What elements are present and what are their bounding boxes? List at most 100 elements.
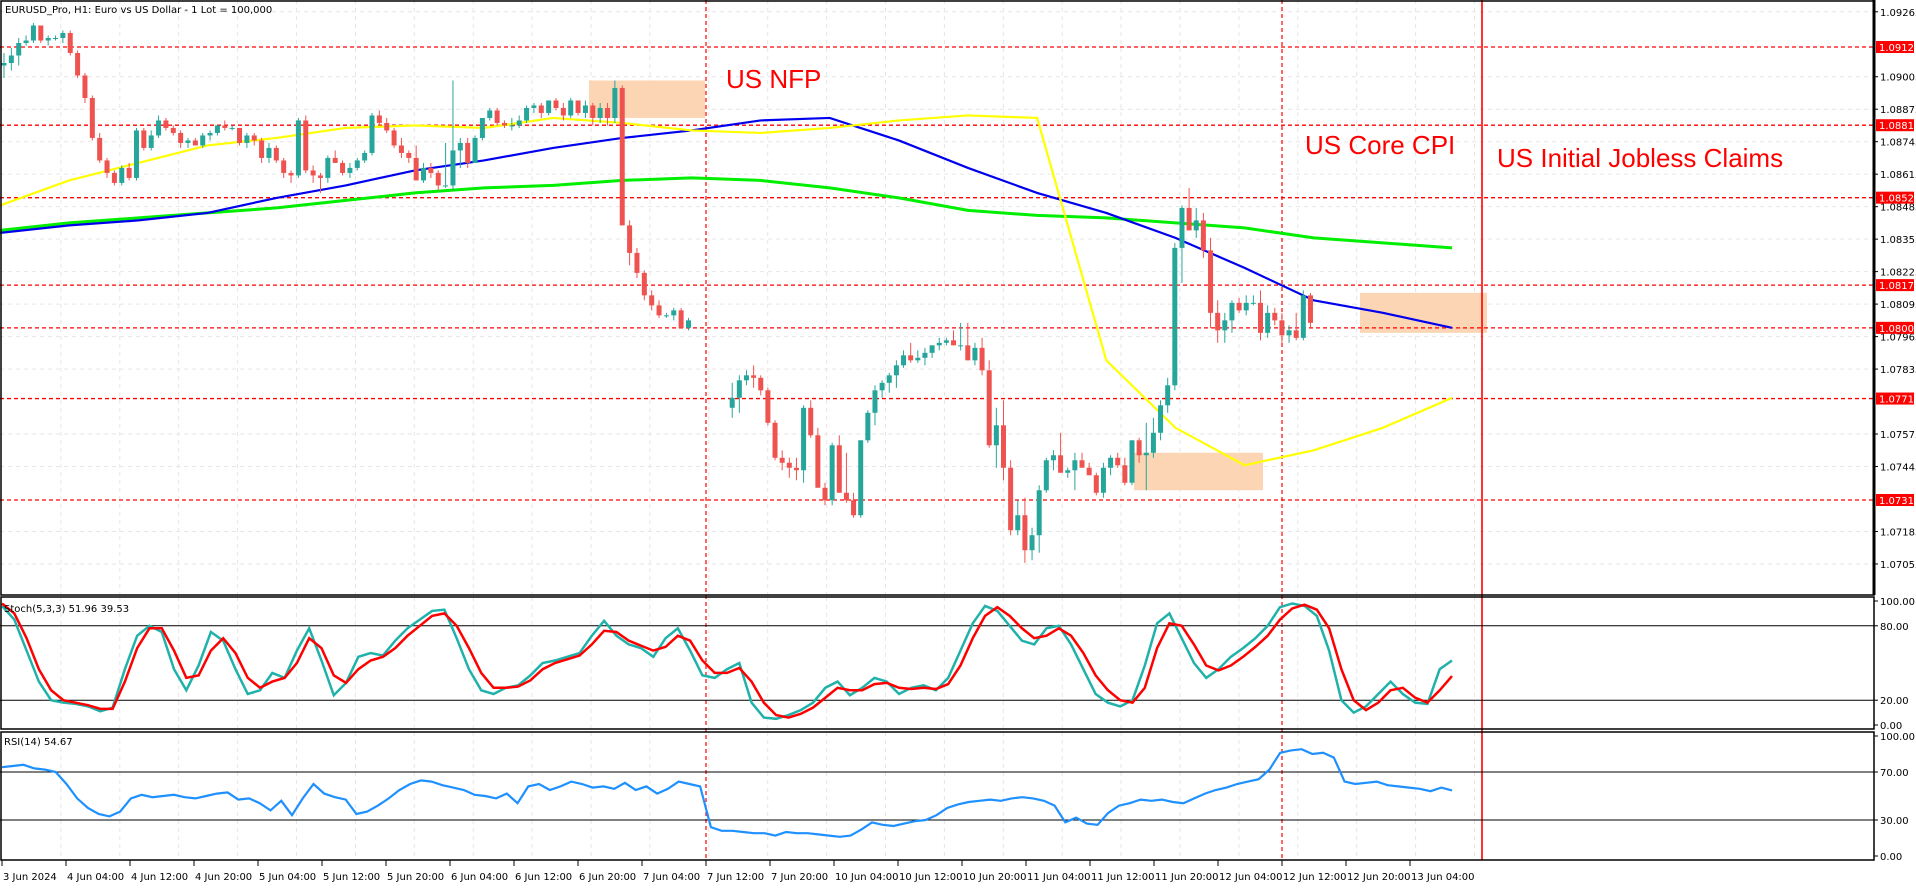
candle-bull bbox=[266, 147, 272, 158]
candle-bear bbox=[465, 142, 471, 163]
candle-bull bbox=[45, 38, 51, 41]
candle-bull bbox=[1065, 470, 1071, 473]
candle-bull bbox=[993, 425, 999, 446]
price-tick-label: 1.07835 bbox=[1880, 365, 1916, 376]
candle-bear bbox=[1272, 312, 1278, 321]
stoch-signal-line bbox=[1, 602, 1453, 719]
candle-bear bbox=[237, 127, 243, 143]
candle-bull bbox=[1300, 295, 1306, 338]
candle-bull bbox=[354, 160, 360, 168]
candle-bull bbox=[972, 347, 978, 361]
candle-bull bbox=[362, 152, 368, 161]
price-tick-label: 1.07965 bbox=[1880, 333, 1916, 344]
candle-bull bbox=[1050, 455, 1056, 461]
candle-bull bbox=[685, 320, 691, 328]
candle-bear bbox=[538, 105, 544, 113]
candle-bull bbox=[1129, 440, 1135, 483]
price-tick-label: 1.07575 bbox=[1880, 430, 1916, 441]
candle-bear bbox=[126, 167, 132, 178]
candle-bear bbox=[1279, 320, 1285, 336]
zone-rect bbox=[1134, 452, 1263, 491]
candle-bear bbox=[1293, 330, 1299, 338]
level-price-label: 1.09124 bbox=[1879, 43, 1916, 54]
candle-bear bbox=[259, 140, 265, 158]
price-tick-label: 1.07185 bbox=[1880, 527, 1916, 538]
candle-bear bbox=[251, 135, 257, 141]
rsi-tick-label: 70.00 bbox=[1880, 768, 1909, 779]
candle-bear bbox=[951, 340, 957, 346]
candle-bear bbox=[619, 87, 625, 226]
candle-bear bbox=[310, 170, 316, 176]
time-tick-label: 6 Jun 04:00 bbox=[451, 872, 508, 883]
candle-bear bbox=[384, 122, 390, 131]
candle-bull bbox=[1072, 460, 1078, 471]
candle-bull bbox=[929, 345, 935, 353]
candle-bull bbox=[148, 135, 154, 148]
candle-bear bbox=[1086, 467, 1092, 476]
candle-bear bbox=[398, 145, 404, 153]
candle-bull bbox=[516, 120, 522, 126]
annotation-us-jobless-claims: US Initial Jobless Claims bbox=[1497, 143, 1783, 173]
candle-bull bbox=[936, 342, 942, 346]
level-price-badge bbox=[1876, 191, 1914, 204]
candle-bull bbox=[244, 135, 250, 143]
level-price-badge bbox=[1876, 493, 1914, 506]
price-tick-label: 1.08485 bbox=[1880, 203, 1916, 214]
candle-bear bbox=[170, 127, 176, 133]
candle-bull bbox=[347, 167, 353, 173]
candle-bull bbox=[325, 157, 331, 178]
level-price-badge bbox=[1876, 119, 1914, 132]
time-tick-label: 4 Jun 12:00 bbox=[131, 872, 188, 883]
candle-bull bbox=[1029, 535, 1035, 551]
candle-bull bbox=[1, 62, 7, 66]
stochastic-panel bbox=[0, 602, 1874, 721]
candle-bull bbox=[1250, 302, 1256, 304]
candle-bear bbox=[303, 120, 309, 171]
candle-bull bbox=[1036, 490, 1042, 536]
level-price-badge bbox=[1876, 392, 1914, 405]
level-price-label: 1.08000 bbox=[1879, 324, 1916, 335]
candle-bear bbox=[111, 172, 117, 183]
candle-bear bbox=[288, 172, 294, 176]
candle-bull bbox=[295, 120, 301, 176]
candle-bear bbox=[649, 295, 655, 306]
candle-bear bbox=[340, 162, 346, 173]
candle-bull bbox=[1108, 457, 1114, 468]
stoch-label: Stoch(5,3,3) 51.96 39.53 bbox=[4, 604, 129, 615]
candle-bull bbox=[1193, 220, 1199, 231]
price-tick-label: 1.08615 bbox=[1880, 170, 1916, 181]
time-tick-label: 7 Jun 20:00 bbox=[771, 872, 828, 883]
candle-bull bbox=[30, 25, 36, 41]
price-tick-label: 1.08745 bbox=[1880, 138, 1916, 149]
candle-bear bbox=[1307, 295, 1313, 323]
candle-bear bbox=[1058, 455, 1064, 473]
candle-bear bbox=[1008, 467, 1014, 531]
stoch-frame bbox=[0, 596, 1875, 730]
candlesticks bbox=[1, 23, 1313, 563]
candle-bull bbox=[1158, 405, 1164, 433]
candle-bear bbox=[979, 347, 985, 371]
time-tick-label: 5 Jun 12:00 bbox=[323, 872, 380, 883]
candle-bull bbox=[915, 357, 921, 361]
candle-bull bbox=[200, 135, 206, 146]
candle-bear bbox=[678, 310, 684, 328]
candle-bull bbox=[582, 105, 588, 113]
candle-bull bbox=[531, 105, 537, 108]
candle-bear bbox=[843, 492, 849, 501]
candle-bull bbox=[214, 125, 220, 133]
candle-bull bbox=[1100, 467, 1106, 493]
candle-bear bbox=[413, 157, 419, 181]
time-tick-label: 5 Jun 20:00 bbox=[387, 872, 444, 883]
candle-bull bbox=[1286, 330, 1292, 336]
horizontal-levels bbox=[0, 46, 1874, 501]
time-tick-label: 5 Jun 04:00 bbox=[259, 872, 316, 883]
candle-bull bbox=[60, 33, 66, 39]
candle-bear bbox=[908, 355, 914, 361]
price-tick-label: 1.08875 bbox=[1880, 105, 1916, 116]
level-price-badge bbox=[1876, 41, 1914, 53]
candle-bear bbox=[751, 375, 757, 378]
